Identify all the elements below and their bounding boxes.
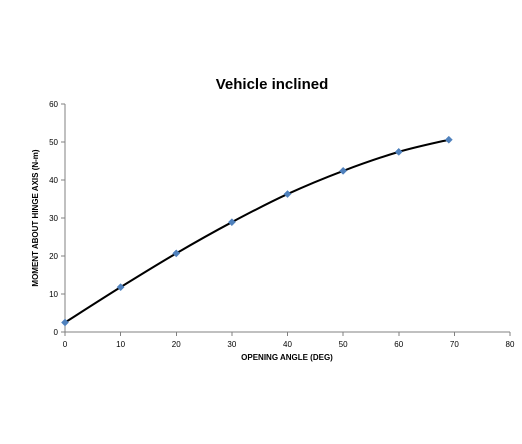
y-tick-label: 30: [49, 214, 58, 223]
x-tick-label: 0: [63, 340, 68, 349]
y-tick-label: 40: [49, 176, 58, 185]
y-tick-label: 0: [54, 328, 59, 337]
data-point-marker: [283, 190, 292, 199]
x-tick-label: 80: [506, 340, 515, 349]
x-tick-label: 60: [394, 340, 403, 349]
x-tick-label: 20: [172, 340, 181, 349]
axes: [64, 104, 510, 333]
x-tick-label: 50: [339, 340, 348, 349]
data-point-marker: [444, 135, 453, 144]
data-point-marker: [172, 249, 181, 258]
x-tick-label: 30: [227, 340, 236, 349]
series-line: [64, 138, 450, 324]
x-tick-label: 10: [116, 340, 125, 349]
data-point-marker: [227, 218, 236, 227]
y-tick-label: 20: [49, 252, 58, 261]
x-tick-label: 70: [450, 340, 459, 349]
tick-marks: 0 10 20 30 40 50 60 0 10 20 30 40 50 60 70 80: [49, 100, 515, 349]
x-axis-label: OPENING ANGLE (DEG): [241, 353, 333, 362]
chart-title: Vehicle inclined: [216, 76, 329, 93]
data-point-marker: [116, 283, 125, 292]
y-tick-label: 60: [49, 100, 58, 109]
data-point-marker: [339, 166, 348, 175]
x-tick-label: 40: [283, 340, 292, 349]
data-point-marker: [394, 147, 403, 156]
y-axis-label: MOMENT ABOUT HINGE AXIS (N-m): [31, 149, 40, 287]
data-series: [61, 135, 453, 327]
y-tick-label: 10: [49, 290, 58, 299]
data-point-marker: [61, 318, 69, 327]
y-tick-label: 50: [49, 138, 58, 147]
